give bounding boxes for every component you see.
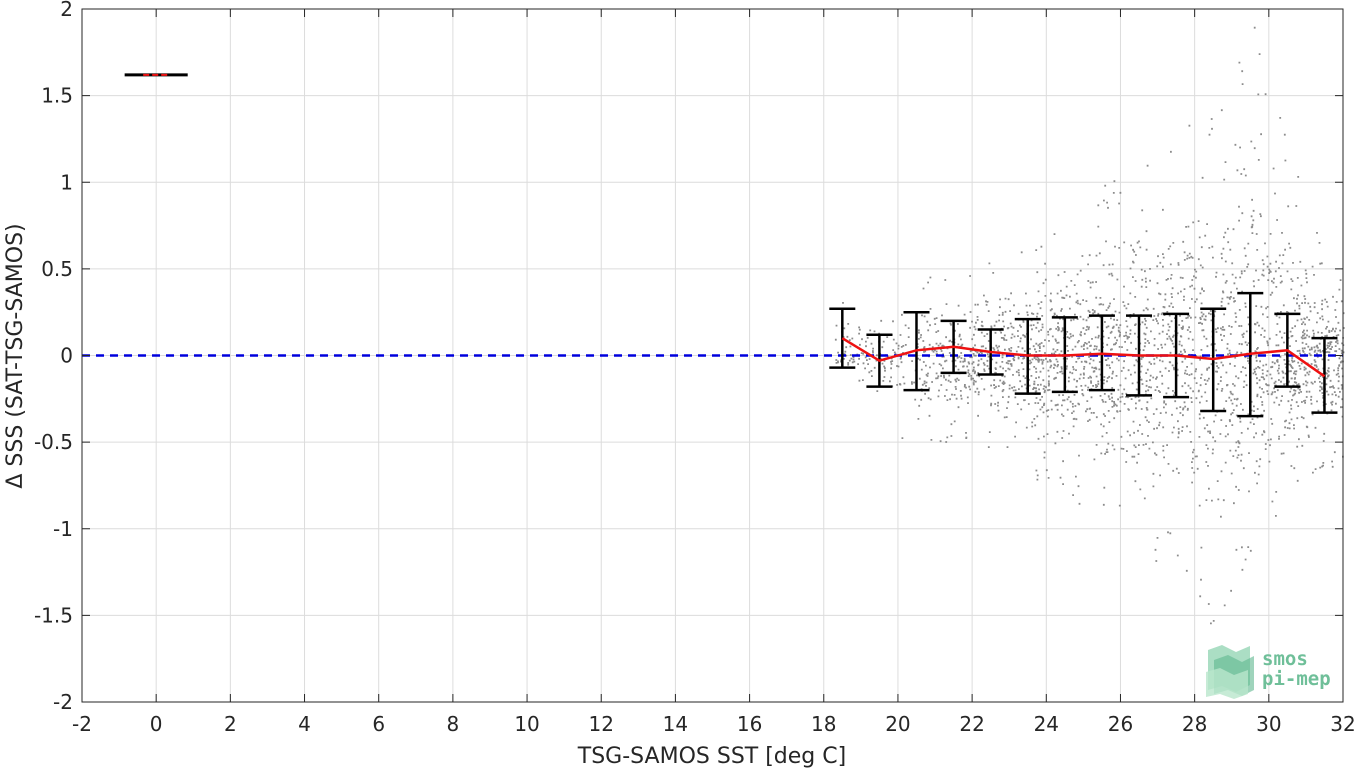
series-layer bbox=[829, 291, 1338, 418]
x-tick-label: 24 bbox=[1034, 712, 1059, 736]
y-tick-label: -1.5 bbox=[34, 603, 73, 627]
x-tick-label: 12 bbox=[589, 712, 614, 736]
y-tick-label: 0 bbox=[60, 344, 73, 368]
x-tick-label: -2 bbox=[72, 712, 92, 736]
x-tick-label: 8 bbox=[447, 712, 460, 736]
mean-line bbox=[841, 337, 1326, 378]
y-tick-label: 2 bbox=[60, 0, 73, 21]
x-tick-label: 2 bbox=[224, 712, 237, 736]
tick-labels: -2 0 2 4 6 8 10 12 14 16 18 20 22 24 26 28 30 32-2-1.5-1-… bbox=[34, 0, 1356, 736]
y-tick-label: -0.5 bbox=[34, 430, 73, 454]
smos-pi-mep-logo: smos pi-mep bbox=[1206, 645, 1331, 699]
x-tick-label: 30 bbox=[1256, 712, 1281, 736]
x-tick-label: 0 bbox=[150, 712, 163, 736]
x-tick-label: 20 bbox=[885, 712, 910, 736]
errorbar bbox=[829, 307, 856, 369]
x-tick-label: 22 bbox=[959, 712, 984, 736]
x-tick-label: 28 bbox=[1182, 712, 1207, 736]
y-tick-label: -2 bbox=[53, 690, 73, 714]
logo-text-pi-mep: pi-mep bbox=[1262, 668, 1331, 690]
x-tick-label: 32 bbox=[1330, 712, 1355, 736]
y-tick-label: 1.5 bbox=[41, 84, 73, 108]
y-tick-label: 1 bbox=[60, 170, 73, 194]
logo-waves-icon bbox=[1206, 645, 1254, 699]
x-tick-label: 6 bbox=[372, 712, 385, 736]
x-tick-label: 16 bbox=[737, 712, 762, 736]
x-tick-label: 4 bbox=[298, 712, 311, 736]
ticks bbox=[81, 8, 1344, 703]
y-tick-label: 0.5 bbox=[41, 257, 73, 281]
x-tick-label: 14 bbox=[663, 712, 688, 736]
y-tick-label: -1 bbox=[53, 517, 73, 541]
x-axis-label: TSG-SAMOS SST [deg C] bbox=[577, 744, 846, 769]
x-tick-label: 18 bbox=[811, 712, 836, 736]
x-tick-label: 10 bbox=[514, 712, 539, 736]
logo-text-smos: smos bbox=[1262, 648, 1308, 670]
y-axis-label: Δ SSS (SAT-TSG-SAMOS) bbox=[3, 223, 28, 488]
x-tick-label: 26 bbox=[1108, 712, 1133, 736]
